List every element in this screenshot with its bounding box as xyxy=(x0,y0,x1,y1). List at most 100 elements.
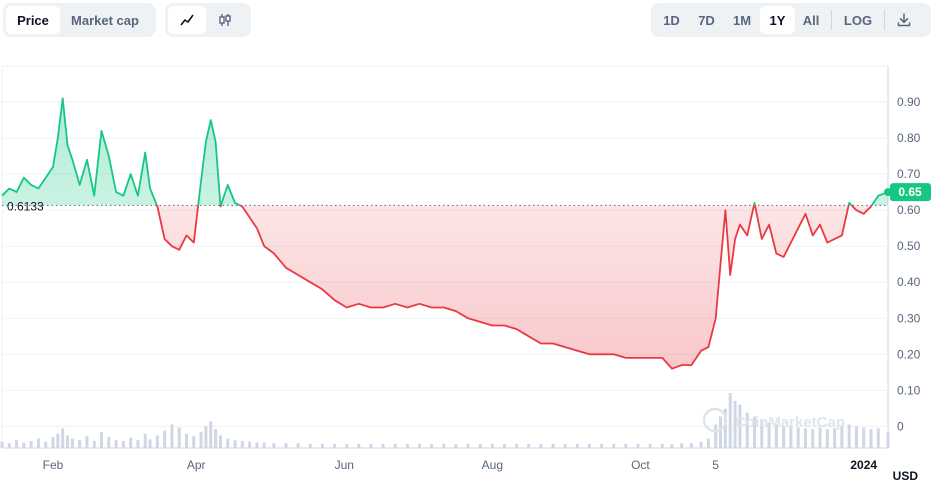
volume-bar xyxy=(767,422,771,448)
area-above-baseline xyxy=(2,98,888,206)
volume-bar xyxy=(85,436,89,448)
range-all-button[interactable]: All xyxy=(802,12,820,28)
volume-bar xyxy=(796,427,800,448)
y-tick-label: 0.50 xyxy=(897,239,921,253)
volume-bar xyxy=(745,412,749,448)
volume-bar xyxy=(660,444,664,448)
watermark-logo-icon xyxy=(702,407,728,433)
volume-bar xyxy=(308,444,312,448)
volume-bar xyxy=(272,443,276,448)
volume-bar xyxy=(148,439,152,448)
volume-bar xyxy=(714,424,718,448)
market-cap-tab[interactable]: Market cap xyxy=(71,12,139,28)
volume-bar xyxy=(284,443,288,448)
volume-bar xyxy=(296,443,300,448)
volume-bar xyxy=(107,437,111,448)
volume-bar xyxy=(636,444,640,448)
volume-bar xyxy=(733,400,737,448)
volume-bar xyxy=(121,440,125,448)
volume-bar xyxy=(502,444,506,448)
volume-bar xyxy=(774,424,778,448)
volume-bar xyxy=(218,435,222,448)
volume-bar xyxy=(248,441,252,448)
log-scale-button[interactable]: LOG xyxy=(843,12,873,28)
volume-bar xyxy=(22,442,26,448)
volume-bar xyxy=(886,432,890,448)
volume-bar xyxy=(869,429,873,448)
volume-bar xyxy=(803,428,807,448)
range-toggle: 1D 7D 1M 1Y All LOG xyxy=(651,3,931,37)
volume-bar xyxy=(847,424,851,448)
price-tab[interactable]: Price xyxy=(6,6,60,34)
volume-bar xyxy=(255,442,259,448)
volume-bar xyxy=(648,444,652,448)
volume-bar xyxy=(490,444,494,448)
volume-bar xyxy=(177,427,181,448)
volume-bar xyxy=(624,444,628,448)
y-tick-label: 0.90 xyxy=(897,95,921,109)
volume-bar xyxy=(454,444,458,448)
volume-bar xyxy=(129,437,133,448)
volume-bar xyxy=(789,426,793,448)
x-tick-label: 5 xyxy=(712,458,719,472)
y-tick-label: 0.70 xyxy=(897,167,921,181)
volume-bar xyxy=(670,444,674,448)
x-tick-label: Oct xyxy=(631,458,650,472)
volume-bar xyxy=(612,444,616,448)
volume-bar xyxy=(92,440,96,448)
range-7d-button[interactable]: 7D xyxy=(698,12,715,28)
volume-bar xyxy=(478,444,482,448)
volume-bar xyxy=(840,426,844,448)
y-tick-label: 0 xyxy=(897,419,904,433)
volume-bar xyxy=(66,435,70,448)
volume-bar xyxy=(393,444,397,448)
volume-bar xyxy=(563,444,567,448)
volume-bar xyxy=(811,429,815,448)
volume-bar xyxy=(876,428,880,448)
volume-bar xyxy=(719,416,723,448)
volume-bar xyxy=(155,435,159,448)
current-price-label: 0.65 xyxy=(898,185,922,199)
range-1m-button[interactable]: 1M xyxy=(732,12,752,28)
y-tick-label: 0.40 xyxy=(897,275,921,289)
x-tick-label: 2024 xyxy=(850,458,877,472)
volume-bar xyxy=(587,444,591,448)
volume-bar xyxy=(61,428,65,448)
range-1d-button[interactable]: 1D xyxy=(663,12,680,28)
volume-bar xyxy=(760,420,764,448)
volume-bar xyxy=(199,432,203,448)
range-1y-button[interactable]: 1Y xyxy=(760,6,795,34)
y-tick-label: 0.60 xyxy=(897,203,921,217)
chart-style-toggle xyxy=(165,3,251,37)
download-icon[interactable] xyxy=(889,6,919,34)
y-tick-label: 0.10 xyxy=(897,383,921,397)
currency-label: USD xyxy=(892,469,918,483)
volume-bar xyxy=(699,441,703,448)
volume-bar xyxy=(515,444,519,448)
volume-bar xyxy=(575,444,579,448)
volume-bar xyxy=(114,440,118,448)
line-chart-icon[interactable] xyxy=(168,6,206,34)
volume-bar xyxy=(752,416,756,448)
volume-bar xyxy=(226,438,230,448)
volume-bar xyxy=(233,440,237,448)
volume-bar xyxy=(369,444,373,448)
volume-bar xyxy=(539,444,543,448)
volume-bar xyxy=(442,444,446,448)
volume-bar xyxy=(15,440,19,448)
series-line-down xyxy=(155,205,873,370)
volume-bar xyxy=(418,444,422,448)
volume-bar xyxy=(723,408,727,448)
volume-bar xyxy=(833,428,837,448)
volume-bar xyxy=(551,444,555,448)
volume-bar xyxy=(600,444,604,448)
volume-bar xyxy=(209,421,213,448)
volume-bar xyxy=(170,424,174,448)
volume-bar xyxy=(320,444,324,448)
volume-bar xyxy=(7,443,11,448)
volume-bar xyxy=(706,438,710,448)
volume-bar xyxy=(78,440,82,448)
candlestick-icon[interactable] xyxy=(206,6,244,34)
volume-bar xyxy=(430,444,434,448)
